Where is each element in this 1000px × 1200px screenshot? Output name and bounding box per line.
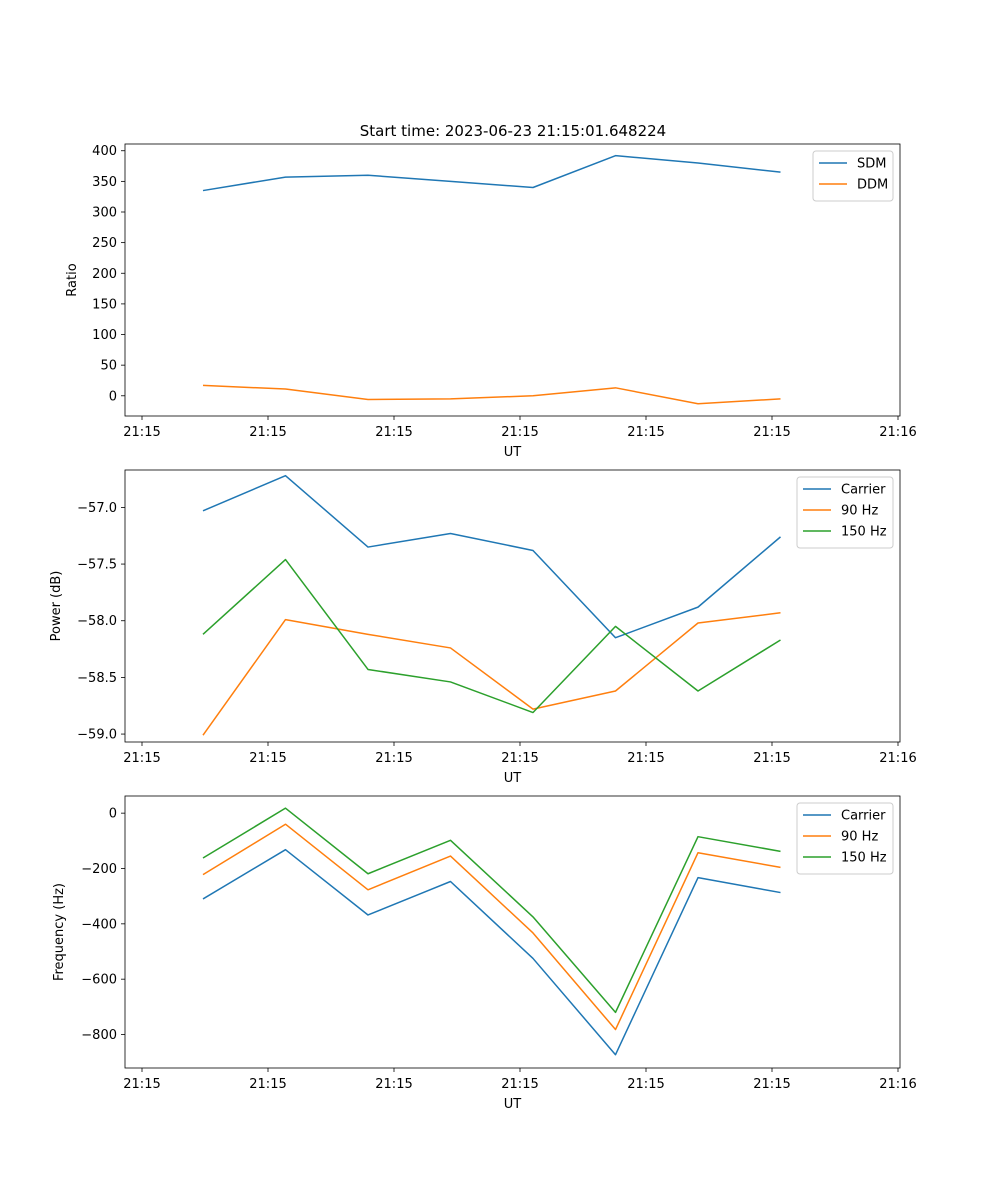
y-tick-label: −200 xyxy=(81,862,117,877)
legend-label: SDM xyxy=(857,157,886,172)
y-tick-label: −57.5 xyxy=(77,558,117,573)
figure-title: Start time: 2023-06-23 21:15:01.648224 xyxy=(360,122,666,140)
x-tick-label: 21:15 xyxy=(627,425,664,440)
x-tick-label: 21:15 xyxy=(753,425,790,440)
x-tick-label: 21:15 xyxy=(249,1077,286,1092)
y-tick-label: −59.0 xyxy=(77,728,117,743)
y-tick-label: 350 xyxy=(92,175,117,190)
series-line-90-hz xyxy=(202,823,781,1031)
legend-label: 90 Hz xyxy=(841,504,878,519)
x-tick-label: 21:16 xyxy=(879,425,916,440)
x-tick-label: 21:15 xyxy=(123,1077,160,1092)
y-tick-label: 0 xyxy=(109,389,117,404)
series-line-carrier xyxy=(202,848,781,1056)
legend: Carrier 90 Hz 150 Hz xyxy=(796,476,894,549)
x-tick-label: 21:15 xyxy=(249,751,286,766)
x-tick-label: 21:16 xyxy=(879,1077,916,1092)
legend-label: 150 Hz xyxy=(841,851,887,866)
series-line-90-hz xyxy=(202,612,781,736)
y-tick-label: 100 xyxy=(92,328,117,343)
legend-label: 90 Hz xyxy=(841,830,878,845)
y-tick-label: −600 xyxy=(81,973,117,988)
x-tick-label: 21:15 xyxy=(501,751,538,766)
y-tick-label: 0 xyxy=(109,807,117,822)
axes-frame xyxy=(124,143,901,417)
x-tick-label: 21:15 xyxy=(753,1077,790,1092)
chart-panel-3: 21:15 21:15 21:15 21:15 21:15 21:15 21:16 −800 −… xyxy=(52,795,917,1112)
y-axis-label: Frequency (Hz) xyxy=(52,883,67,981)
series-line-sdm xyxy=(202,154,781,192)
legend-label: Carrier xyxy=(841,483,886,498)
y-tick-label: −58.0 xyxy=(77,614,117,629)
y-tick-label: 300 xyxy=(92,206,117,221)
axes-frame xyxy=(124,795,901,1069)
axes-frame xyxy=(124,469,901,743)
x-axis-label: UT xyxy=(504,1097,522,1112)
x-tick-label: 21:15 xyxy=(501,425,538,440)
y-tick-label: −57.0 xyxy=(77,501,117,516)
x-tick-label: 21:15 xyxy=(123,425,160,440)
series-line-carrier xyxy=(202,474,781,639)
y-tick-label: 200 xyxy=(92,267,117,282)
y-tick-label: −400 xyxy=(81,917,117,932)
y-tick-label: 400 xyxy=(92,144,117,159)
chart-panel-1: 21:15 21:15 21:15 21:15 21:15 21:15 21:16 0 50 10… xyxy=(65,143,917,460)
y-axis-label: Power (dB) xyxy=(49,571,64,642)
x-tick-label: 21:15 xyxy=(249,425,286,440)
x-axis-label: UT xyxy=(504,771,522,786)
legend: Carrier 90 Hz 150 Hz xyxy=(796,802,894,875)
x-tick-label: 21:15 xyxy=(375,425,412,440)
legend-label: DDM xyxy=(857,178,888,193)
series-line-ddm xyxy=(202,384,781,405)
y-tick-label: −58.5 xyxy=(77,671,117,686)
y-axis-label: Ratio xyxy=(65,263,80,296)
chart-panel-2: 21:15 21:15 21:15 21:15 21:15 21:15 21:16 −59.0… xyxy=(49,469,917,786)
y-tick-label: 250 xyxy=(92,236,117,251)
x-tick-label: 21:15 xyxy=(627,751,664,766)
y-tick-label: 150 xyxy=(92,297,117,312)
legend-label: Carrier xyxy=(841,809,886,824)
x-tick-label: 21:15 xyxy=(501,1077,538,1092)
legend: SDM DDM xyxy=(812,150,894,202)
x-tick-label: 21:15 xyxy=(375,751,412,766)
legend-label: 150 Hz xyxy=(841,525,887,540)
y-tick-label: 50 xyxy=(100,359,117,374)
x-tick-label: 21:15 xyxy=(375,1077,412,1092)
y-tick-label: −800 xyxy=(81,1028,117,1043)
x-tick-label: 21:15 xyxy=(627,1077,664,1092)
x-axis-label: UT xyxy=(504,445,522,460)
series-line-150-hz xyxy=(202,558,781,714)
x-tick-label: 21:15 xyxy=(753,751,790,766)
x-tick-label: 21:16 xyxy=(879,751,916,766)
x-tick-label: 21:15 xyxy=(123,751,160,766)
series-line-150-hz xyxy=(202,807,781,1014)
